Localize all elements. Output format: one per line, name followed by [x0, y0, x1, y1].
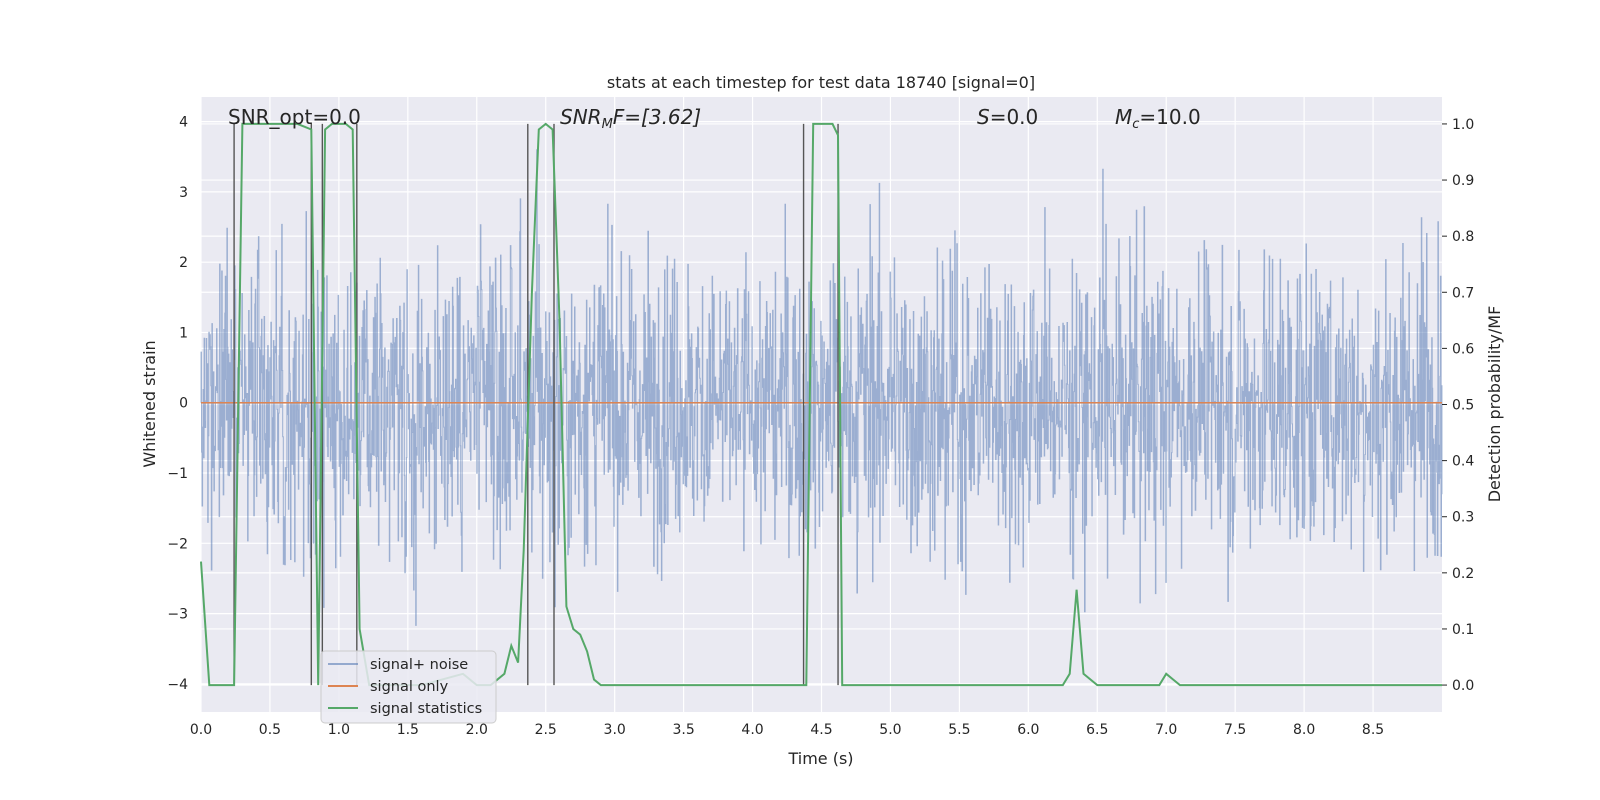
x-tick-label: 6.0: [1017, 722, 1039, 738]
y-tick-label: 3: [179, 185, 188, 201]
x-tick-label: 1.5: [397, 722, 419, 738]
y2-tick-label: 0.8: [1452, 229, 1474, 245]
legend-label-stats: signal statistics: [370, 701, 482, 717]
x-tick-label: 2.5: [535, 722, 557, 738]
annotation-snr-mf-label: SNR: [560, 105, 602, 129]
y-tick-label: −2: [167, 536, 188, 552]
annotation-s-rest: =0.0: [990, 105, 1039, 129]
annotation-snr-mf: SNRMF=[3.62]: [560, 105, 701, 132]
x-tick-label: 4.0: [741, 722, 763, 738]
x-tick-label: 0.5: [259, 722, 281, 738]
y2-tick-label: 0.1: [1452, 622, 1474, 638]
y2-tick-label: 0.6: [1452, 341, 1474, 357]
y2-axis-label: Detection probability/MF: [1485, 306, 1504, 503]
annotation-mc: Mc=10.0: [1115, 105, 1201, 132]
y2-tick-label: 0.7: [1452, 285, 1474, 301]
x-tick-label: 4.5: [810, 722, 832, 738]
legend-label-noise: signal+ noise: [370, 657, 468, 673]
y-tick-label: 2: [179, 255, 188, 271]
y-tick-label: 0: [179, 396, 188, 412]
annotation-snr-opt: SNR_opt=0.0: [228, 105, 361, 129]
x-tick-label: 8.0: [1293, 722, 1315, 738]
x-tick-label: 3.0: [604, 722, 626, 738]
legend-box: [320, 650, 497, 724]
y-tick-label: −1: [167, 466, 188, 482]
annotation-snr-mf-sub: M: [602, 117, 613, 132]
noise-series: [200, 149, 1443, 626]
y2-tick-label: 0.9: [1452, 173, 1474, 189]
y-tick-label: −3: [167, 607, 188, 623]
y-tick-label: 4: [179, 115, 188, 131]
annotation-mc-label: M: [1115, 105, 1132, 129]
y2-tick-label: 0.3: [1452, 510, 1474, 526]
y2-tick-label: 0.5: [1452, 398, 1474, 414]
legend: signal+ noise signal only signal statist…: [320, 650, 497, 724]
y2-tick-label: 1.0: [1452, 117, 1474, 133]
x-tick-label: 5.5: [948, 722, 970, 738]
x-tick-label: 5.0: [879, 722, 901, 738]
x-tick-label: 3.5: [672, 722, 694, 738]
x-tick-label: 6.5: [1086, 722, 1108, 738]
annotation-s: S=0.0: [977, 105, 1038, 129]
annotation-mc-rest: =10.0: [1139, 105, 1200, 129]
chart-title: stats at each timestep for test data 187…: [607, 73, 1035, 92]
annotation-s-label: S: [977, 105, 990, 129]
y-tick-label: −4: [167, 677, 188, 693]
y-axis-label: Whitened strain: [140, 340, 159, 467]
x-tick-label: 1.0: [328, 722, 350, 738]
y-ticks: 4 3 2 1 0 −1 −2 −3 −4: [167, 115, 188, 693]
signal-statistics-line: [200, 122, 1442, 687]
x-tick-label: 7.0: [1155, 722, 1177, 738]
y2-tick-label: 0.4: [1452, 454, 1474, 470]
x-tick-label: 0.0: [190, 722, 212, 738]
y2-tick-label: 0.2: [1452, 566, 1474, 582]
y2-ticks: 1.0 0.9 0.8 0.7 0.6 0.5 0.4 0.3 0.2 0.1 0.0: [1442, 117, 1474, 694]
x-axis-label: Time (s): [787, 749, 853, 768]
x-tick-label: 7.5: [1224, 722, 1246, 738]
y2-tick-label: 0.0: [1452, 678, 1474, 694]
x-tick-label: 8.5: [1362, 722, 1384, 738]
legend-label-signal: signal only: [370, 679, 449, 695]
annotation-mc-sub: c: [1132, 117, 1139, 132]
noise-trace: [200, 149, 1443, 626]
annotation-snr-mf-rest: F=[3.62]: [613, 105, 701, 129]
x-tick-label: 2.0: [466, 722, 488, 738]
x-ticks: 0.0 0.5 1.0 1.5 2.0 2.5 3.0 3.5 4.0 4.5 5.0 5.5 6.0 6…: [190, 722, 1384, 738]
y-tick-label: 1: [179, 325, 188, 341]
